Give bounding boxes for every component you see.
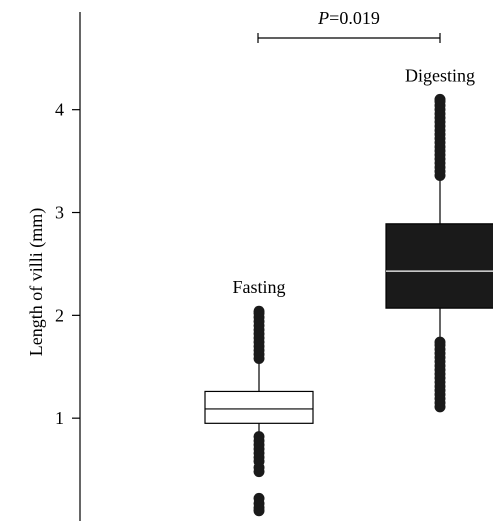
y-tick-label: 4	[55, 100, 64, 120]
box-groups: Fasting Digesting	[204, 65, 493, 517]
group-label-fasting: Fasting	[232, 277, 285, 297]
box-group-digesting: Digesting	[385, 65, 493, 413]
outlier-point-digesting	[434, 336, 446, 348]
y-tick-label: 2	[55, 305, 64, 325]
y-tick-label: 3	[55, 203, 64, 223]
y-axis-label: Length of villi (mm)	[26, 208, 47, 356]
box-fasting	[204, 390, 314, 424]
outlier-point-digesting	[434, 93, 446, 105]
box-group-fasting: Fasting	[204, 277, 314, 517]
p-value-number: =0.019	[329, 8, 380, 28]
box-digesting	[385, 223, 493, 309]
significance-annotation: P=0.019	[257, 8, 441, 43]
outlier-point-fasting	[253, 431, 265, 443]
p-value-label: P=0.019	[317, 8, 380, 28]
outlier-point-fasting	[253, 492, 265, 504]
group-label-digesting: Digesting	[405, 65, 475, 85]
y-tick-label: 1	[55, 408, 64, 428]
outlier-point-fasting	[253, 305, 265, 317]
y-axis: 1 2 3 4	[55, 12, 81, 521]
p-value-symbol: P	[317, 8, 329, 28]
